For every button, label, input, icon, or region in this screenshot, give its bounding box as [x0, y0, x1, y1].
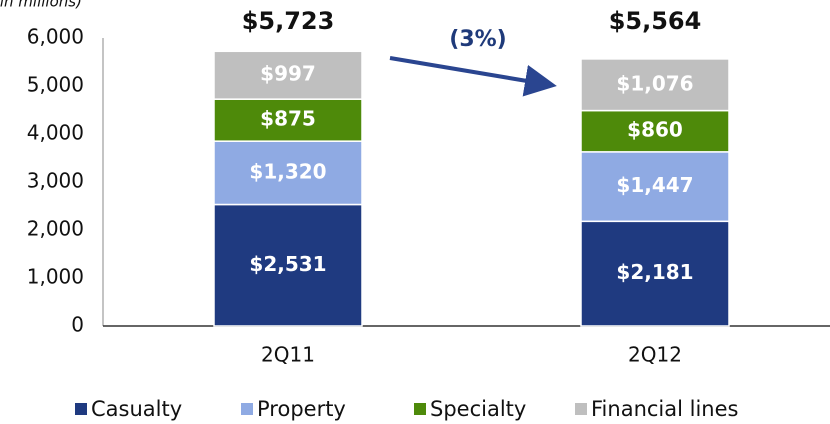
x-tick-label: 2Q11: [261, 343, 315, 367]
value-label: $1,320: [249, 159, 326, 183]
legend-label: Property: [257, 397, 346, 421]
value-label: $1,076: [616, 71, 693, 95]
value-label: $2,531: [249, 252, 326, 276]
bar-segment: [213, 203, 363, 327]
bar-segment: [580, 58, 730, 112]
bar-segment: [580, 109, 730, 153]
y-tick-label: 0: [71, 313, 84, 337]
subtitle: (in millions): [0, 0, 82, 11]
bar-segment: [213, 98, 363, 142]
legend-label: Specialty: [430, 397, 526, 421]
value-label: $1,447: [616, 173, 693, 197]
y-tick-label: 2,000: [27, 217, 84, 241]
legend-swatch: [75, 403, 87, 415]
y-tick-label: 6,000: [27, 25, 84, 49]
change-arrow: [389, 56, 557, 97]
legend-label: Casualty: [91, 397, 182, 421]
legend-swatch: [241, 403, 253, 415]
y-tick-label: 1,000: [27, 265, 84, 289]
bar-segment: [580, 220, 730, 327]
value-label: $2,181: [616, 260, 693, 284]
x-tick-label: 2Q12: [628, 343, 682, 367]
legend-swatch: [414, 403, 426, 415]
bar-segment: [213, 50, 363, 100]
legend-label: Financial lines: [591, 397, 738, 421]
change-label: (3%): [449, 27, 506, 52]
value-label: $875: [260, 107, 316, 131]
y-tick-label: 4,000: [27, 121, 84, 145]
value-label: $860: [627, 118, 683, 142]
value-label: $997: [260, 62, 316, 86]
total-label: $5,723: [242, 7, 335, 35]
y-tick-label: 5,000: [27, 73, 84, 97]
bar-segment: [580, 151, 730, 223]
total-label: $5,564: [609, 7, 702, 35]
y-tick-label: 3,000: [27, 169, 84, 193]
legend-swatch: [575, 403, 587, 415]
